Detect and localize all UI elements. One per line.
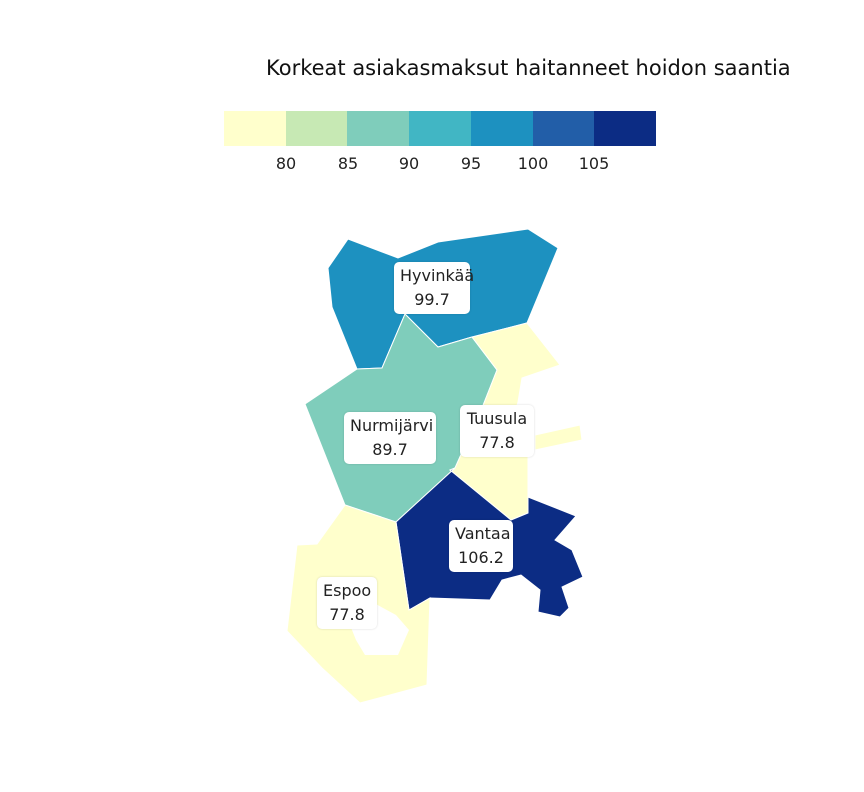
legend-swatch (347, 111, 410, 146)
color-legend (224, 111, 657, 147)
region-value: 106.2 (458, 548, 504, 567)
region-value: 77.8 (329, 605, 365, 624)
region-name: Nurmijärvi (350, 416, 434, 435)
region-name: Espoo (323, 581, 372, 600)
region-tuusula-exclave[interactable] (534, 424, 583, 451)
legend-tick: 105 (578, 154, 610, 173)
legend-swatch (470, 111, 533, 146)
region-value: 99.7 (414, 290, 450, 309)
region-label-hyvinkaa: Hyvinkää 99.7 (394, 262, 475, 314)
legend-swatch (409, 111, 471, 146)
region-label-vantaa: Vantaa 106.2 (449, 520, 513, 572)
legend-swatch (594, 111, 657, 146)
region-label-espoo: Espoo 77.8 (317, 577, 377, 629)
legend-tick: 90 (398, 154, 420, 173)
region-label-tuusula: Tuusula 77.8 (460, 405, 534, 457)
legend-tick: 100 (517, 154, 549, 173)
legend-swatch (285, 111, 348, 146)
legend-tick: 85 (337, 154, 359, 173)
legend-swatch (532, 111, 595, 146)
legend-ticks: 80 85 90 95 100 105 (0, 154, 864, 174)
legend-tick: 80 (275, 154, 297, 173)
legend-tick: 95 (460, 154, 482, 173)
region-name: Tuusula (466, 409, 528, 428)
region-value: 89.7 (372, 440, 408, 459)
region-name: Vantaa (455, 524, 511, 543)
region-value: 77.8 (479, 433, 515, 452)
legend-swatch (224, 111, 286, 146)
region-label-nurmijarvi: Nurmijärvi 89.7 (344, 412, 436, 464)
map-title: Korkeat asiakasmaksut haitanneet hoidon … (266, 56, 791, 80)
region-name: Hyvinkää (400, 266, 475, 285)
